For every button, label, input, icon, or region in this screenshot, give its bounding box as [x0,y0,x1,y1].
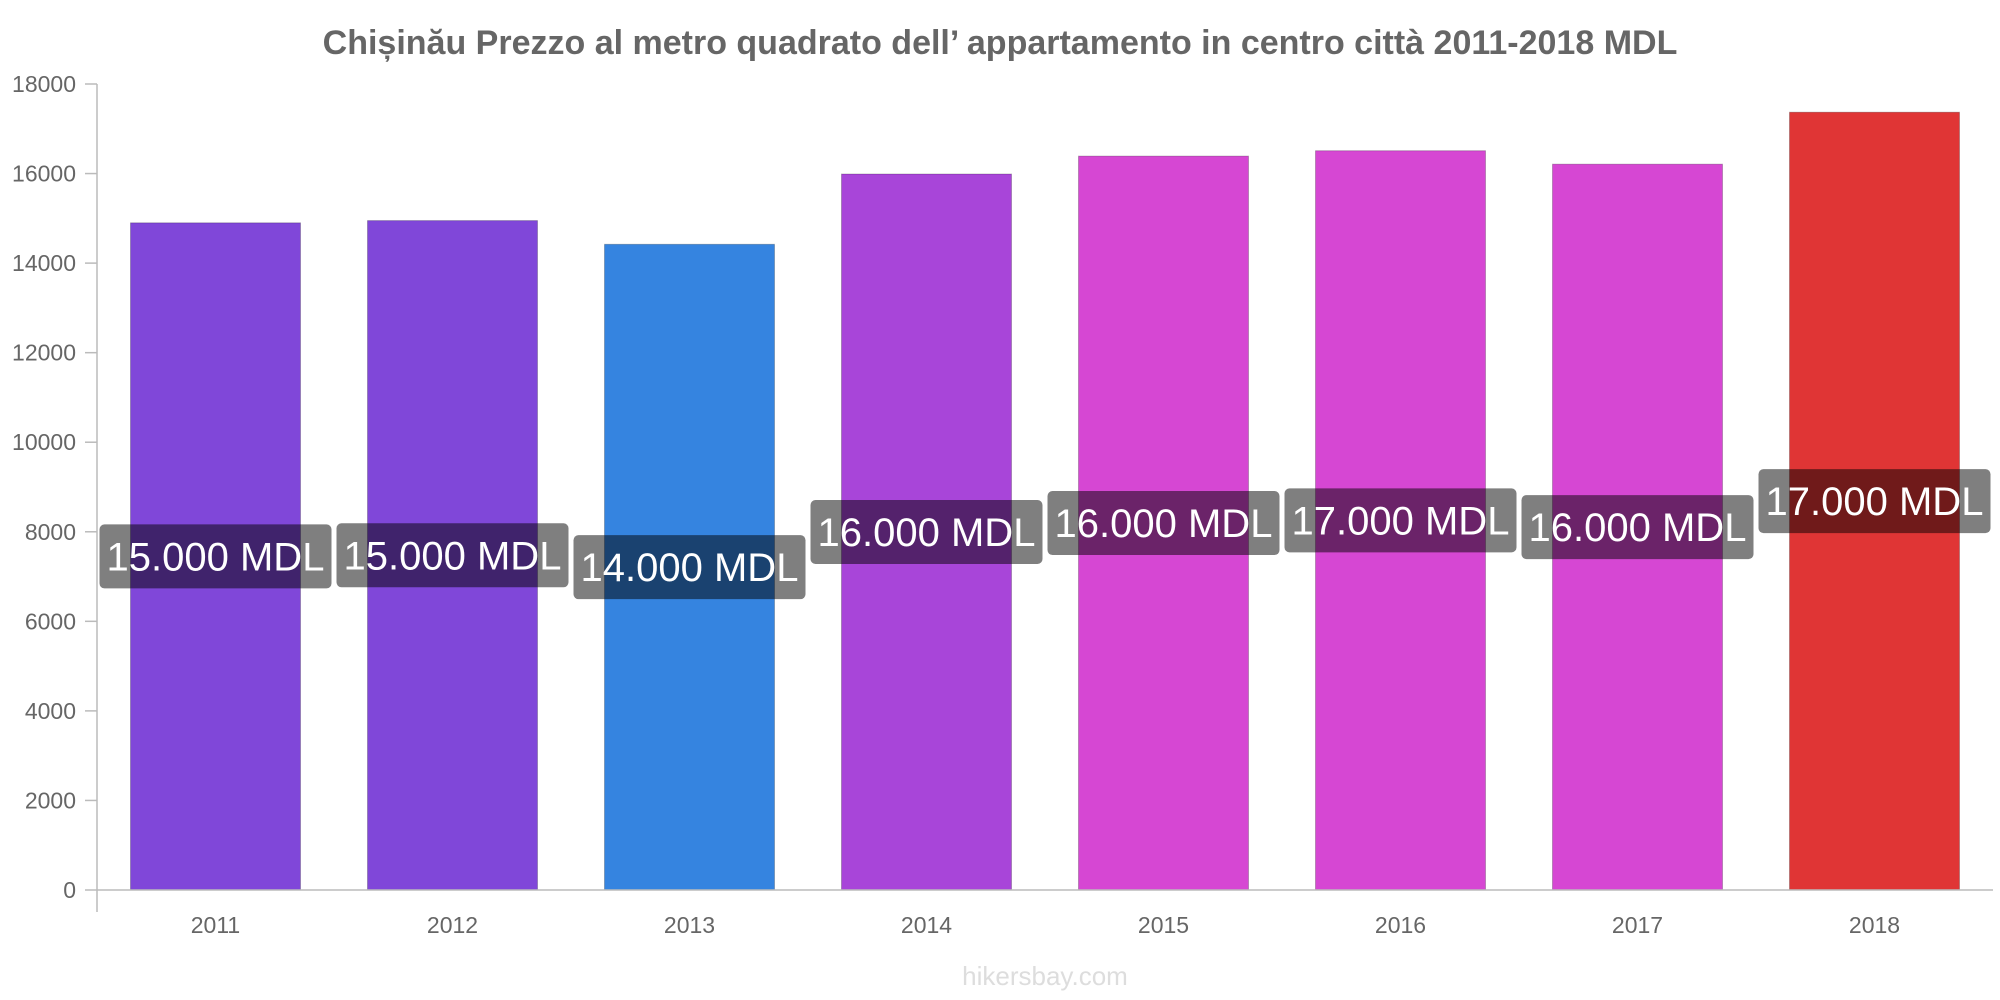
value-label-box [1758,469,1991,534]
value-label-text: 17.000 MDL [1292,499,1510,543]
value-label-2013: 14.000 MDL [573,535,806,600]
value-label-text: 15.000 MDL [107,535,325,579]
value-label-box [99,524,332,589]
y-axis: 0 2000 4000 6000 8000 10000 12000 14000 16000 180… [12,71,98,912]
x-tick-label: 2012 [427,912,478,938]
x-tick-label: 2018 [1849,912,1900,938]
value-label-text: 16.000 MDL [818,511,1036,555]
y-tick-label: 0 [63,877,76,903]
x-tick-label: 2015 [1138,912,1189,938]
value-label-text: 17.000 MDL [1766,480,1984,524]
value-label-2012: 15.000 MDL [336,523,569,588]
value-label-box [1047,491,1280,556]
y-tick-label: 6000 [25,608,76,634]
y-tick-label: 4000 [25,698,76,724]
y-tick-label: 10000 [12,429,76,455]
y-tick-label: 12000 [12,340,76,366]
x-tick-label: 2017 [1612,912,1663,938]
value-label-box [573,535,806,600]
x-axis: 2011 2012 2013 2014 2015 2016 2017 2018 [97,889,1993,938]
value-label-2018: 17.000 MDL [1758,469,1991,534]
value-label-text: 14.000 MDL [581,546,799,590]
x-tick-label: 2014 [901,912,952,938]
value-label-2016: 17.000 MDL [1284,488,1517,553]
value-label-box [810,500,1043,565]
value-label-text: 16.000 MDL [1055,502,1273,546]
value-labels: 15.000 MDL 15.000 MDL 14.000 MDL 16.000 MDL… [99,469,1991,600]
chart-title: Chișinău Prezzo al metro quadrato dell’ … [323,24,1678,62]
x-tick-label: 2013 [664,912,715,938]
value-label-text: 16.000 MDL [1529,506,1747,550]
y-tick-label: 14000 [12,250,76,276]
value-label-box [336,523,569,588]
value-label-2014: 16.000 MDL [810,500,1043,565]
value-label-2015: 16.000 MDL [1047,491,1280,556]
value-label-box [1521,495,1754,560]
y-tick-label: 16000 [12,161,76,187]
y-tick-label: 8000 [25,519,76,545]
value-label-text: 15.000 MDL [344,534,562,578]
y-tick-label: 18000 [12,71,76,97]
value-label-2011: 15.000 MDL [99,524,332,589]
value-label-box [1284,488,1517,553]
source-watermark: hikersbay.com [962,961,1128,991]
y-tick-label: 2000 [25,787,76,813]
value-label-2017: 16.000 MDL [1521,495,1754,560]
x-tick-label: 2016 [1375,912,1426,938]
x-tick-label: 2011 [191,912,240,938]
